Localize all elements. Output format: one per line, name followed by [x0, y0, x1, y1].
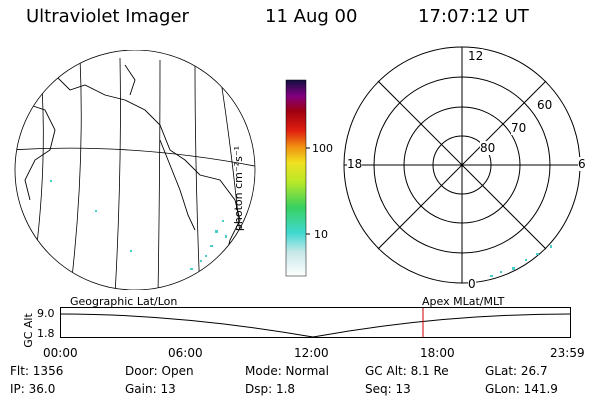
map-boundary: [14, 50, 256, 290]
colorbar-tick-10: 10: [314, 228, 328, 241]
date-label: 11 Aug 00: [265, 6, 358, 27]
sequence-number: Seq: 13: [365, 382, 411, 396]
coastline: [159, 139, 196, 231]
time-tick: 12:00: [294, 346, 329, 360]
geographic-latitude: GLat: 26.7: [485, 364, 548, 378]
meridian-line: [69, 57, 82, 290]
colorbar-gradient: [285, 79, 307, 277]
mlt-label-6: 6: [578, 157, 586, 171]
lat-label-60: 60: [537, 98, 553, 112]
coastline: [24, 104, 56, 201]
lat-label-80: 80: [480, 141, 496, 155]
polar-axis-diagonal: [377, 80, 547, 250]
coastline: [19, 69, 241, 281]
time-tick: 23:59: [550, 346, 585, 360]
door-status: Door: Open: [125, 364, 194, 378]
alt-tick-9: 9.0: [37, 307, 55, 320]
gc-altitude: GC Alt: 8.1 Re: [365, 364, 449, 378]
gain-value: Gain: 13: [125, 382, 176, 396]
altitude-plot: [60, 307, 571, 338]
ip-value: IP: 36.0: [10, 382, 56, 396]
instrument-title: Ultraviolet Imager: [26, 6, 189, 27]
alt-tick-1.8: 1.8: [37, 327, 55, 340]
colorbar-tick-100: 100: [312, 142, 333, 155]
mlt-label-0: 0: [468, 277, 476, 291]
time-tick: 06:00: [168, 346, 203, 360]
aurora-speckles: [50, 180, 227, 270]
altitude-curve: [60, 313, 571, 338]
geographic-label: Geographic Lat/Lon: [70, 295, 178, 308]
flight-number: Flt: 1356: [10, 364, 64, 378]
coastline: [124, 64, 136, 96]
colorbar-unit-label: photon cm⁻²s⁻¹: [232, 145, 246, 232]
colorbar: [285, 79, 310, 277]
polar-aurora-speckles: [490, 245, 552, 277]
time-label: 17:07:12 UT: [418, 6, 529, 27]
dsp-value: Dsp: 1.8: [245, 382, 296, 396]
latitude-line: [15, 147, 255, 169]
gcalt-axis-label: GC Alt: [21, 313, 35, 348]
meridian-line: [194, 64, 201, 290]
meridian-line: [114, 57, 121, 290]
header: Ultraviolet Imager 11 Aug 00 17:07:12 UT: [0, 0, 580, 30]
lat-label-70: 70: [511, 121, 527, 135]
geographic-map: [14, 50, 256, 290]
apex-label: Apex MLat/MLT: [422, 295, 505, 308]
meridian-line: [157, 59, 161, 290]
geographic-longitude: GLon: 141.9: [485, 382, 558, 396]
polar-plot: [343, 46, 581, 284]
mode-status: Mode: Normal: [245, 364, 329, 378]
time-tick: 00:00: [43, 346, 78, 360]
altitude-frame: [60, 307, 571, 338]
time-tick: 18:00: [420, 346, 455, 360]
mlt-label-12: 12: [468, 49, 484, 63]
mlt-label-18: 18: [347, 157, 363, 171]
